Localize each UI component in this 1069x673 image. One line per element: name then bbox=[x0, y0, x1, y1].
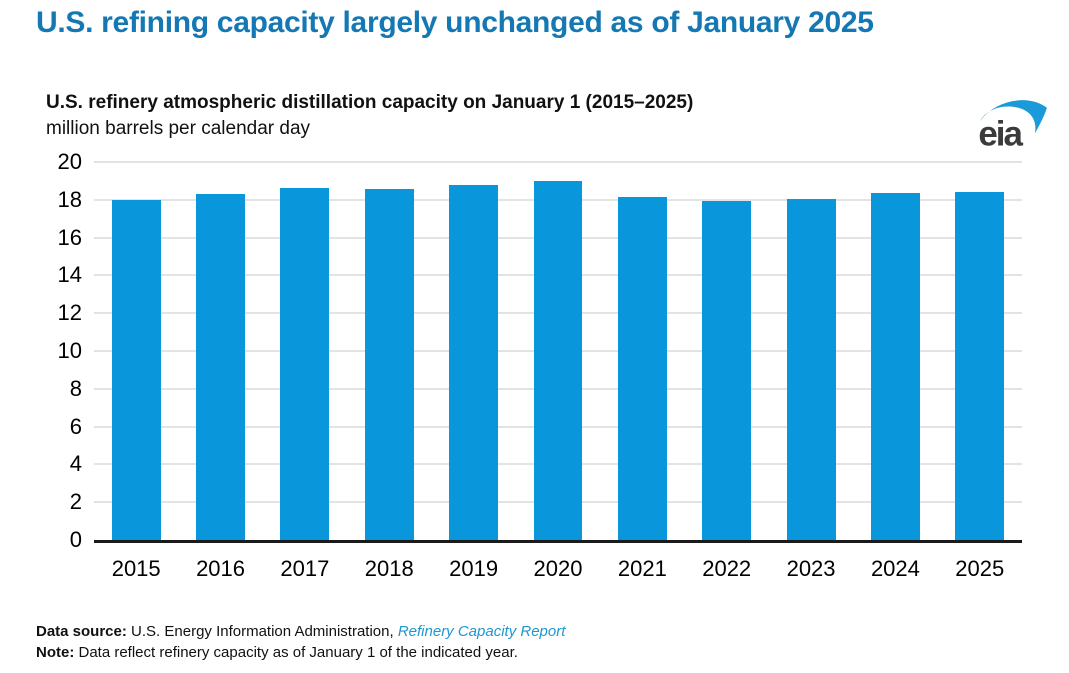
x-tick-label-2016: 2016 bbox=[196, 556, 246, 581]
chart-title: U.S. refinery atmospheric distillation c… bbox=[46, 92, 694, 113]
note-line: Note: Data reflect refinery capacity as … bbox=[36, 642, 565, 663]
bars-container bbox=[94, 162, 1022, 540]
y-tick-label-18: 18 bbox=[57, 186, 82, 212]
x-tick-label-2019: 2019 bbox=[449, 556, 499, 581]
bar-2021 bbox=[617, 197, 667, 540]
bar-2015 bbox=[111, 200, 161, 540]
data-source-label: Data source: bbox=[36, 623, 127, 640]
eia-logo-text: eia bbox=[978, 115, 1023, 154]
y-tick-label-10: 10 bbox=[57, 338, 82, 363]
x-tick-label-2015: 2015 bbox=[111, 556, 161, 581]
bar-2019 bbox=[449, 184, 499, 540]
y-tick-label-16: 16 bbox=[57, 224, 82, 250]
x-tick-label-2018: 2018 bbox=[364, 556, 414, 581]
bar-column-2017 bbox=[263, 162, 347, 540]
note-text: Data reflect refinery capacity as of Jan… bbox=[74, 644, 518, 661]
bar-column-2020 bbox=[516, 162, 600, 540]
bar-2023 bbox=[786, 198, 836, 540]
x-tick-label-2025: 2025 bbox=[955, 556, 1005, 581]
bar-column-2025 bbox=[938, 162, 1022, 540]
bar-column-2023 bbox=[769, 162, 853, 540]
bar-column-2022 bbox=[685, 162, 769, 540]
y-axis-labels: 0 2 4 6 8 10 12 14 16 18 20 bbox=[28, 151, 82, 551]
eia-logo-swoosh bbox=[979, 100, 1047, 134]
bar-2016 bbox=[196, 193, 245, 540]
y-tick-label-2: 2 bbox=[69, 489, 82, 515]
plot-area bbox=[94, 161, 1022, 543]
x-axis-labels: 2015 2016 2017 2018 2019 2020 2021 2022 2023 2024… bbox=[94, 556, 1022, 582]
page-title: U.S. refining capacity largely unchanged… bbox=[36, 6, 874, 39]
x-tick-label-2022: 2022 bbox=[702, 556, 752, 581]
bar-column-2015 bbox=[94, 162, 178, 540]
x-tick-label-2021: 2021 bbox=[617, 556, 667, 581]
y-tick-label-4: 4 bbox=[69, 451, 82, 477]
bar-2024 bbox=[870, 192, 920, 540]
bar-2020 bbox=[533, 181, 583, 540]
refinery-capacity-report-link[interactable]: Refinery Capacity Report bbox=[397, 623, 566, 640]
eia-logo: eia bbox=[978, 100, 1047, 154]
bar-column-2024 bbox=[853, 162, 937, 540]
x-tick-label-2017: 2017 bbox=[280, 556, 330, 581]
y-tick-label-0: 0 bbox=[69, 527, 82, 552]
footer: Data source: U.S. Energy Information Adm… bbox=[36, 621, 565, 663]
y-tick-label-14: 14 bbox=[57, 262, 82, 288]
bar-column-2019 bbox=[431, 162, 515, 540]
gridline-20 bbox=[94, 161, 1022, 163]
note-label: Note: bbox=[36, 644, 75, 661]
y-tick-label-20: 20 bbox=[57, 149, 82, 174]
bar-2018 bbox=[364, 189, 414, 540]
x-tick-label-2020: 2020 bbox=[533, 556, 583, 581]
y-tick-label-8: 8 bbox=[69, 375, 82, 401]
bar-2017 bbox=[280, 188, 330, 540]
data-source-text: U.S. Energy Information Administration, bbox=[126, 623, 398, 640]
chart-units-subtitle: million barrels per calendar day bbox=[46, 118, 311, 139]
bar-2025 bbox=[955, 192, 1005, 540]
data-source-line: Data source: U.S. Energy Information Adm… bbox=[36, 621, 565, 642]
bar-column-2016 bbox=[178, 162, 262, 540]
bar-column-2021 bbox=[600, 162, 684, 540]
x-tick-label-2024: 2024 bbox=[870, 556, 920, 581]
y-tick-label-6: 6 bbox=[69, 413, 82, 439]
bar-column-2018 bbox=[347, 162, 431, 540]
x-tick-label-2023: 2023 bbox=[786, 556, 836, 581]
y-tick-label-12: 12 bbox=[57, 300, 82, 326]
bar-2022 bbox=[702, 200, 752, 540]
